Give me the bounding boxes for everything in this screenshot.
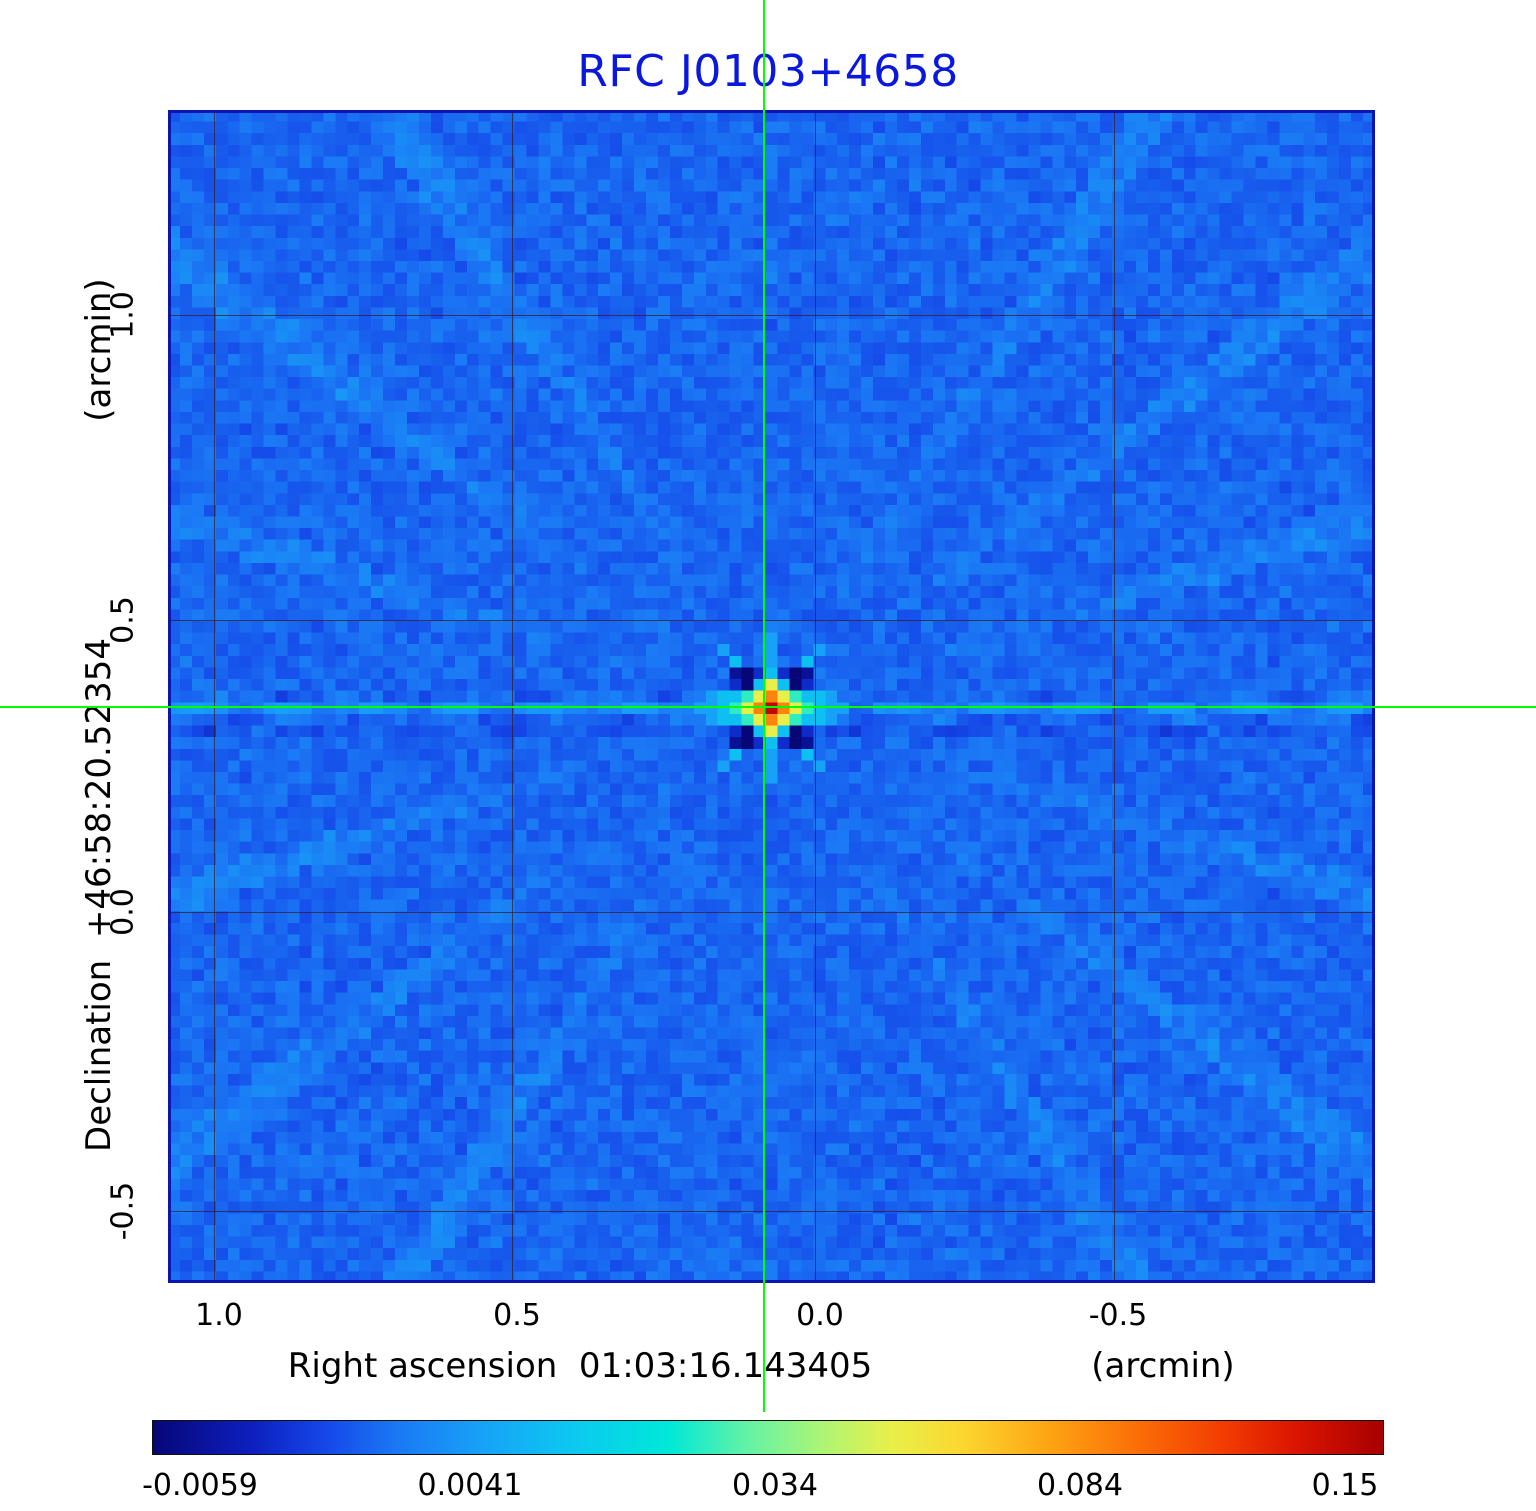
sky-map-canvas — [168, 110, 1375, 1283]
colorbar-tick-label: 0.084 — [1037, 1468, 1123, 1503]
grid-line-vertical — [511, 110, 513, 1283]
y-tick-label: -0.5 — [105, 1181, 141, 1241]
crosshair-horizontal-line — [0, 706, 1536, 708]
y-axis-unit: (arcmin) — [79, 278, 119, 422]
x-tick-label: 1.0 — [195, 1298, 243, 1333]
grid-line-horizontal — [168, 1211, 1375, 1213]
colorbar-tick-label: 0.034 — [732, 1468, 818, 1503]
grid-line-horizontal — [168, 620, 1375, 622]
grid-line-horizontal — [168, 912, 1375, 914]
y-axis-label: Declination +46:58:20.52354 — [79, 638, 119, 1152]
grid-line-vertical — [213, 110, 215, 1283]
y-tick-label: 0.5 — [105, 596, 141, 644]
colorbar — [152, 1420, 1384, 1455]
x-tick-label: 0.0 — [796, 1298, 844, 1333]
sky-map — [168, 110, 1375, 1283]
x-axis-label: Right ascension 01:03:16.143405 — [287, 1346, 873, 1386]
x-tick-label: 0.5 — [493, 1298, 541, 1333]
colorbar-tick-label: 0.0041 — [417, 1468, 523, 1503]
grid-line-vertical — [1114, 110, 1116, 1283]
colorbar-tick-label: -0.0059 — [142, 1468, 258, 1503]
colorbar-tick-label: 0.15 — [1311, 1468, 1379, 1503]
grid-line-vertical — [814, 110, 816, 1283]
x-axis-unit: (arcmin) — [1091, 1346, 1235, 1386]
grid-line-horizontal — [168, 315, 1375, 317]
x-tick-label: -0.5 — [1088, 1298, 1148, 1333]
plot-title: RFC J0103+4658 — [577, 46, 959, 97]
